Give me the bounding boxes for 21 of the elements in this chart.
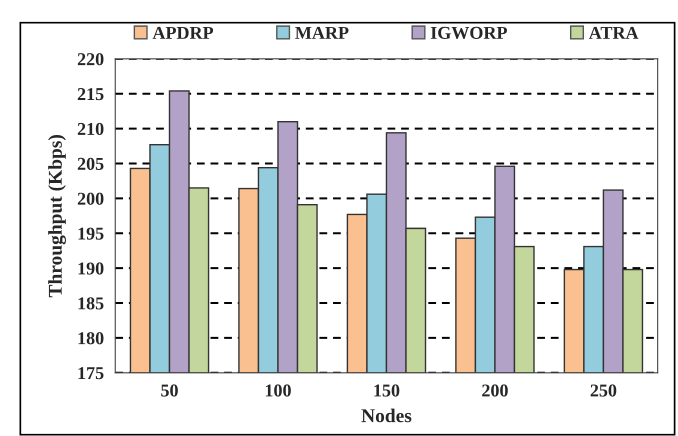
x-tick-label: 150 [374, 384, 400, 397]
y-tick-label: 195 [78, 228, 104, 240]
y-tick-label: 215 [78, 88, 104, 100]
x-axis-title: Nodes [361, 408, 412, 422]
x-tick-label: 50 [161, 384, 178, 397]
legend-label: IGWORP [430, 26, 507, 40]
y-tick-label: 185 [78, 297, 104, 310]
x-tick-label: 200 [482, 384, 508, 397]
x-tick-label: 100 [266, 384, 291, 397]
legend-label: ATRA [588, 26, 638, 39]
y-tick-label: 180 [78, 332, 104, 344]
y-tick-label: 205 [78, 158, 104, 170]
y-tick-label: 210 [78, 122, 104, 136]
y-tick-label: 190 [78, 262, 104, 275]
y-tick-label: 200 [78, 192, 104, 205]
y-tick-label: 220 [78, 53, 104, 66]
y-axis-title: Throughput (Kbps) [48, 134, 66, 298]
legend-label: MARP [295, 26, 348, 39]
legend-label: APDRP [152, 26, 214, 39]
x-tick-label: 250 [590, 384, 616, 397]
y-tick-label: 175 [78, 367, 104, 380]
